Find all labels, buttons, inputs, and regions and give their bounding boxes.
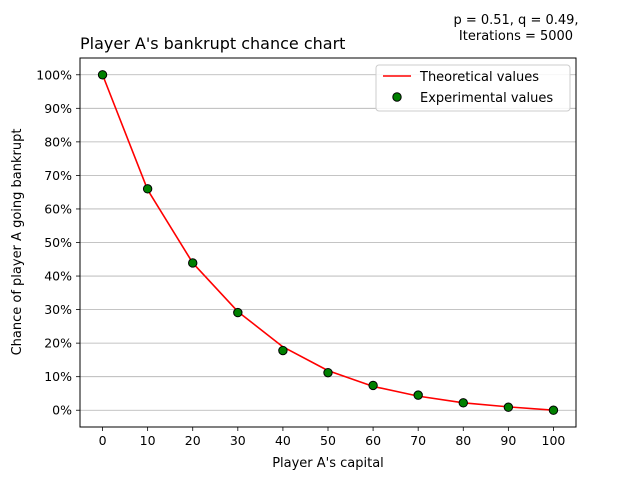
x-tick-label: 60 [365, 433, 381, 448]
x-tick-label: 70 [410, 433, 426, 448]
experimental-value-point [97, 70, 108, 80]
experimental-value-point [142, 184, 153, 194]
experimental-value-point [458, 398, 468, 408]
x-tick-label: 0 [99, 433, 107, 448]
grid-lines [80, 74, 576, 411]
x-tick-label: 10 [140, 433, 156, 448]
parameters-annotation-line-1: p = 0.51, q = 0.49, [453, 13, 578, 28]
experimental-value-point [278, 345, 288, 356]
experimental-value-point [368, 380, 378, 391]
x-tick-label: 30 [230, 433, 246, 448]
x-tick-label: 20 [185, 433, 201, 448]
x-tick-label: 90 [500, 433, 516, 448]
y-tick-label: 70% [44, 168, 72, 183]
legend-experimental-label: Experimental values [420, 91, 553, 106]
y-tick-label: 90% [44, 101, 72, 116]
parameters-annotation-line-2: Iterations = 5000 [459, 29, 573, 44]
plot-frame [79, 57, 577, 428]
experimental-value-point [323, 367, 333, 378]
y-tick-label: 80% [44, 134, 72, 149]
y-tick-label: 30% [44, 302, 72, 317]
y-tick-label: 100% [36, 67, 72, 82]
series-layer [97, 70, 559, 415]
x-tick-label: 40 [275, 433, 291, 448]
experimental-value-point [233, 307, 243, 318]
experimental-value-point [188, 258, 198, 268]
y-tick-label: 50% [44, 235, 72, 250]
experimental-value-point [548, 405, 559, 415]
y-tick-label: 0% [52, 403, 72, 418]
experimental-value-point [413, 390, 423, 400]
legend-box [375, 64, 571, 112]
x-axis-label: Player A's capital [272, 456, 384, 471]
y-axis-label: Chance of player A going bankrupt [10, 129, 25, 356]
experimental-value-point [503, 402, 514, 412]
axis-ticks: 0% 10% 20% 30% 40% 50% 60% 70% 80% 90% 100% 0 10 20 30… [36, 67, 565, 448]
x-tick-label: 100 [542, 433, 566, 448]
legend: Theoretical values Experimental values [375, 64, 571, 112]
legend-experimental-swatch [392, 92, 402, 102]
chart-title: Player A's bankrupt chance chart [80, 34, 345, 53]
y-tick-label: 40% [44, 269, 72, 284]
x-tick-label: 80 [455, 433, 471, 448]
x-tick-label: 50 [320, 433, 336, 448]
y-tick-label: 60% [44, 201, 72, 216]
y-tick-label: 10% [44, 369, 72, 384]
y-tick-label: 20% [44, 336, 72, 351]
legend-theoretical-label: Theoretical values [419, 70, 539, 85]
